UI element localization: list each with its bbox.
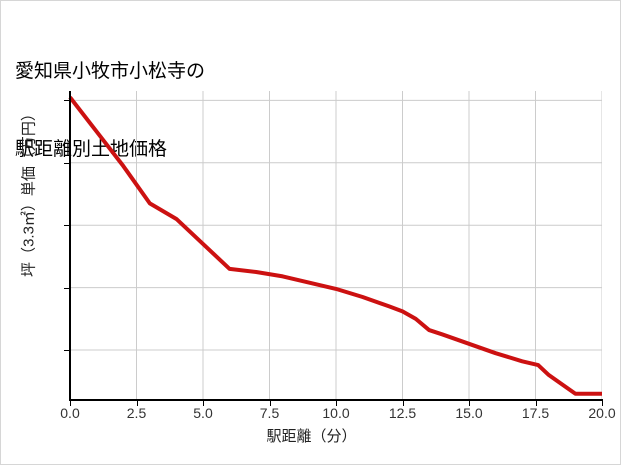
x-tick-label-6: 15.0 <box>455 405 483 421</box>
x-tick-mark-8 <box>602 401 603 406</box>
x-tick-mark-1 <box>136 401 138 406</box>
y-tick-mark-4 <box>64 100 69 102</box>
x-tick-mark-4 <box>336 401 337 406</box>
y-tick-mark-3 <box>64 162 69 164</box>
x-axis-title: 駅距離（分） <box>266 428 357 445</box>
x-tick-mark-6 <box>469 401 470 406</box>
x-tick-label-7: 17.5 <box>521 405 550 421</box>
y-axis-line <box>69 91 71 401</box>
line-series-layer <box>68 96 602 396</box>
x-tick-mark-0 <box>70 401 71 406</box>
plot-area <box>68 91 602 400</box>
gridlines <box>70 91 602 400</box>
x-tick-label-2: 5.0 <box>193 405 213 421</box>
x-tick-label-4: 10.0 <box>322 405 350 421</box>
x-tick-label-5: 12.5 <box>388 405 417 421</box>
y-tick-mark-1 <box>64 287 69 289</box>
chart-title: 愛知県小牧市小松寺の 駅距離別土地価格 <box>15 7 205 215</box>
y-tick-mark-2 <box>64 225 69 227</box>
x-tick-mark-2 <box>203 401 204 406</box>
chart-title-line-2: 駅距離別土地価格 <box>15 139 168 160</box>
x-tick-label-1: 2.5 <box>126 405 147 421</box>
chart-title-line-1: 愛知県小牧市小松寺の <box>15 61 206 82</box>
x-tick-mark-7 <box>535 401 537 406</box>
series-line-0 <box>68 96 602 396</box>
x-tick-label-0: 0.0 <box>60 405 80 421</box>
x-tick-mark-3 <box>269 401 271 406</box>
y-tick-mark-0 <box>64 350 69 352</box>
x-tick-label-8: 20.0 <box>588 405 616 421</box>
x-tick-mark-5 <box>402 401 404 406</box>
y-axis-title: 坪（3.3㎡）単価（万円） <box>20 106 38 277</box>
x-tick-label-3: 7.5 <box>259 405 280 421</box>
x-axis-line <box>69 399 603 401</box>
